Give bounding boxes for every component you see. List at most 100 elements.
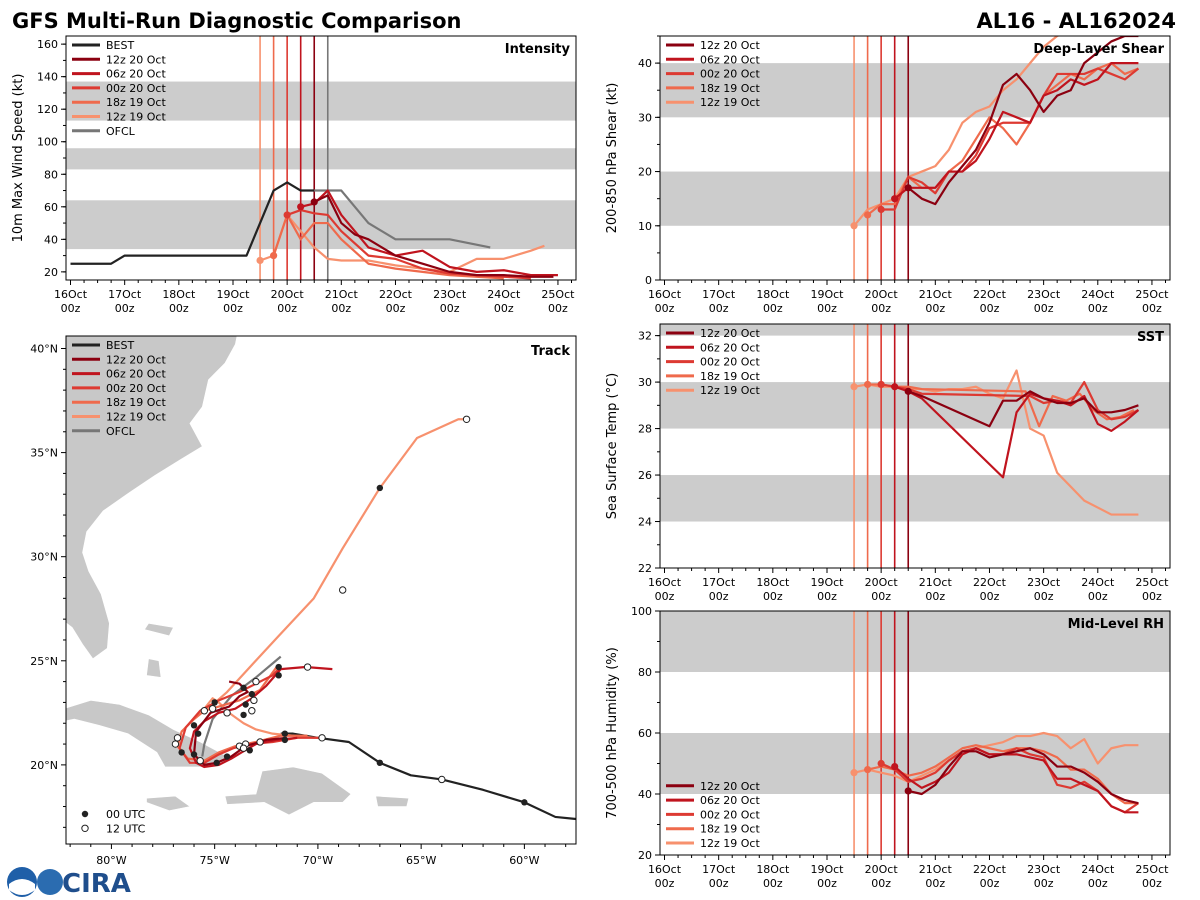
- intensity-y-tick-label: 60: [44, 201, 58, 214]
- intensity-threshold-band: [66, 200, 576, 250]
- intensity-x-tick-day: 22Oct: [379, 288, 413, 301]
- shear-y-tick-label: 10: [638, 220, 652, 233]
- sst-panel-title: SST: [1137, 330, 1164, 345]
- shear-x-tick-day: 23Oct: [1027, 288, 1061, 301]
- sst-x-tick-day: 22Oct: [973, 576, 1007, 589]
- intensity-init-marker: [256, 256, 264, 265]
- intensity-x-tick-hour: 00z: [548, 302, 568, 315]
- rh-y-tick-label: 100: [631, 605, 652, 618]
- intensity-x-tick-day: 19Oct: [216, 288, 250, 301]
- shear-y-tick-label: 0: [645, 274, 652, 287]
- andros-land: [146, 658, 162, 678]
- shear-plot-area: [660, 36, 1170, 280]
- sst-threshold-band: [660, 475, 1170, 522]
- track-marker-00utc: [376, 484, 384, 492]
- sst-y-tick-label: 26: [638, 469, 652, 482]
- puerto-rico-land: [375, 795, 410, 807]
- intensity-series-line: [313, 194, 554, 278]
- rh-x-tick-day: 25Oct: [1135, 863, 1169, 876]
- sst-x-tick-hour: 00z: [1034, 590, 1054, 603]
- track-marker-12utc: [462, 415, 471, 423]
- sst-plot-area: [660, 324, 1170, 568]
- shear-threshold-band: [660, 63, 1170, 118]
- intensity-series-line: [259, 213, 545, 273]
- intensity-legend-label: 06z 20 Oct: [106, 68, 166, 81]
- track-marker-12utc: [338, 586, 347, 594]
- intensity-x-tick-hour: 00z: [223, 302, 243, 315]
- track-marker-00utc: [240, 684, 247, 692]
- track-marker-00utc: [246, 747, 253, 754]
- rh-init-marker: [864, 766, 872, 774]
- track-legend-label: 18z 19 Oct: [106, 396, 166, 409]
- shear-x-tick-hour: 00z: [763, 302, 783, 315]
- track-marker-12utc: [318, 734, 326, 742]
- track-marker-00utc: [242, 701, 249, 708]
- shear-x-tick-day: 24Oct: [1081, 288, 1115, 301]
- rh-x-tick-day: 23Oct: [1027, 863, 1061, 876]
- sst-x-tick-day: 25Oct: [1135, 576, 1169, 589]
- rh-x-tick-hour: 00z: [871, 877, 891, 890]
- track-legend-label: 00z 20 Oct: [106, 382, 166, 395]
- rh-x-tick-hour: 00z: [980, 877, 1000, 890]
- intensity-legend-label: 12z 19 Oct: [106, 111, 166, 124]
- intensity-y-tick-label: 80: [44, 168, 58, 181]
- shear-x-tick-hour: 00z: [980, 302, 1000, 315]
- track-y-tick-label: 35°N: [30, 447, 58, 460]
- intensity-x-tick-hour: 00z: [331, 302, 351, 315]
- rh-series-line: [907, 747, 1139, 805]
- track-legend-label: 12z 19 Oct: [106, 411, 166, 424]
- sst-legend-label: 00z 20 Oct: [700, 356, 760, 369]
- legend-12utc-marker: [81, 824, 89, 832]
- shear-series-line: [881, 67, 1140, 211]
- rh-x-tick-hour: 00z: [709, 877, 729, 890]
- sst-x-tick-day: 17Oct: [702, 576, 736, 589]
- intensity-legend-label: BEST: [106, 39, 134, 52]
- shear-legend-label: 06z 20 Oct: [700, 53, 760, 66]
- shear-panel-title: Deep-Layer Shear: [1033, 42, 1164, 57]
- rh-panel-title: Mid-Level RH: [1068, 617, 1164, 632]
- shear-series-line: [853, 36, 1061, 227]
- us-east-coast-land: [66, 336, 238, 660]
- intensity-series-line: [272, 213, 504, 280]
- track-x-tick-label: 65°W: [406, 854, 436, 867]
- noaa-wave-icon: [9, 879, 35, 895]
- sst-legend-label: 18z 19 Oct: [700, 370, 760, 383]
- intensity-x-tick-day: 21Oct: [325, 288, 359, 301]
- track-marker-00utc: [248, 690, 256, 698]
- track-legend-label: OFCL: [106, 425, 136, 438]
- intensity-x-tick-hour: 00z: [440, 302, 460, 315]
- rh-plot-area: [660, 611, 1170, 855]
- sst-threshold-band: [660, 324, 1170, 336]
- intensity-threshold-band: [66, 148, 576, 170]
- sst-init-marker: [850, 383, 858, 391]
- intensity-panel-title: Intensity: [505, 42, 571, 57]
- hispaniola-land: [224, 766, 352, 816]
- track-x-tick-label: 75°W: [199, 854, 229, 867]
- rh-x-tick-day: 22Oct: [973, 863, 1007, 876]
- sst-y-tick-label: 30: [638, 376, 652, 389]
- intensity-series-line: [70, 181, 315, 265]
- figure-title: GFS Multi-Run Diagnostic Comparison: [12, 9, 461, 33]
- rh-init-marker: [891, 762, 899, 771]
- sst-y-tick-label: 24: [638, 516, 652, 529]
- sst-x-tick-day: 16Oct: [648, 576, 682, 589]
- shear-init-marker: [891, 195, 899, 203]
- rh-init-marker: [904, 787, 912, 795]
- shear-x-tick-hour: 00z: [1034, 302, 1054, 315]
- intensity-x-tick-hour: 00z: [115, 302, 135, 315]
- track-marker-legend-label: 00 UTC: [106, 808, 146, 821]
- sst-x-tick-day: 18Oct: [756, 576, 790, 589]
- shear-legend-label: 12z 19 Oct: [700, 96, 760, 109]
- storm-id: AL16 - AL162024: [977, 9, 1177, 33]
- panel-shear: 16Oct00z17Oct00z18Oct00z19Oct00z20Oct00z…: [605, 35, 1171, 315]
- rh-x-tick-hour: 00z: [1034, 877, 1054, 890]
- panel-sst: 16Oct00z17Oct00z18Oct00z19Oct00z20Oct00z…: [605, 323, 1171, 603]
- rh-x-tick-day: 16Oct: [648, 863, 682, 876]
- sst-y-tick-label: 22: [638, 562, 652, 575]
- sst-x-tick-hour: 00z: [709, 590, 729, 603]
- rh-x-tick-day: 19Oct: [810, 863, 844, 876]
- track-marker-00utc: [376, 759, 384, 767]
- rh-x-tick-day: 21Oct: [919, 863, 953, 876]
- rh-x-tick-hour: 00z: [655, 877, 675, 890]
- rh-x-tick-day: 20Oct: [865, 863, 899, 876]
